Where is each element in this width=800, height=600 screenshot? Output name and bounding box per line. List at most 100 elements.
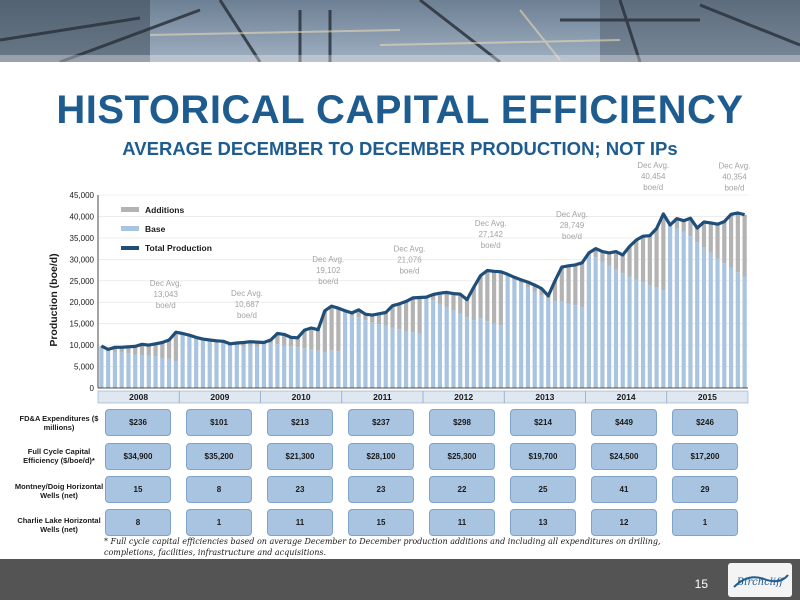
legend-label-base: Base xyxy=(145,224,166,234)
base-bar xyxy=(255,346,260,388)
page-number: 15 xyxy=(694,577,708,591)
base-bar xyxy=(410,332,415,388)
production-bars xyxy=(99,213,747,388)
dec-avg-annotation-line: Dec Avg. xyxy=(312,255,344,264)
base-bar xyxy=(234,345,239,388)
base-bar xyxy=(559,301,564,388)
dec-avg-annotation-line: Dec Avg. xyxy=(150,279,182,288)
additions-bar xyxy=(295,337,300,348)
cell-efficiency-2012: $25,300 xyxy=(429,443,495,470)
cell-charlie-lake-2012: 11 xyxy=(429,509,495,536)
dec-avg-annotation-line: Dec Avg. xyxy=(637,161,669,170)
base-bar xyxy=(742,276,747,388)
dec-avg-annotation-line: Dec Avg. xyxy=(231,289,263,298)
base-bar xyxy=(248,345,253,388)
additions-bar xyxy=(654,228,659,288)
base-bar xyxy=(580,306,585,388)
base-bar xyxy=(119,352,124,388)
additions-bar xyxy=(160,342,165,358)
additions-bar xyxy=(315,329,321,351)
base-bar xyxy=(417,333,422,388)
cell-charlie-lake-2014: 12 xyxy=(591,509,657,536)
additions-bar xyxy=(410,297,415,333)
additions-bar xyxy=(133,346,138,355)
legend-label-total: Total Production xyxy=(145,243,212,253)
additions-bar xyxy=(728,214,734,268)
base-bar xyxy=(133,354,138,388)
base-bar xyxy=(552,300,558,388)
slide-title: HISTORICAL CAPITAL EFFICIENCY xyxy=(56,88,744,132)
additions-bar xyxy=(607,252,612,266)
base-bar xyxy=(512,279,517,388)
base-bar xyxy=(681,231,686,388)
additions-bar xyxy=(478,275,483,319)
additions-bar xyxy=(600,251,605,262)
additions-bar xyxy=(580,262,585,307)
chart-legend: Additions Base Total Production xyxy=(121,205,212,253)
base-bar xyxy=(532,291,537,388)
dec-avg-annotation-line: 13,043 xyxy=(153,290,178,299)
base-bar xyxy=(106,350,111,388)
base-bar xyxy=(403,330,409,388)
total-production-line-layer xyxy=(100,211,745,351)
refinery-photo xyxy=(0,0,800,62)
base-bar xyxy=(227,345,233,388)
additions-bar xyxy=(309,327,314,350)
y-tick-label: 45,000 xyxy=(70,191,95,200)
additions-bar xyxy=(688,218,693,237)
y-tick-labels: 0 5,000 10,000 15,000 20,000 25,000 30,000 35,0… xyxy=(70,191,95,393)
additions-bar xyxy=(593,248,598,258)
base-bar xyxy=(525,287,531,388)
year-label: 2010 xyxy=(292,392,311,402)
base-bar xyxy=(146,355,151,388)
dec-avg-annotation-line: boe/d xyxy=(724,184,744,193)
additions-bar xyxy=(485,270,490,322)
cell-fda-2011: $237 xyxy=(348,409,414,436)
additions-bar xyxy=(566,265,571,304)
y-tick-label: 0 xyxy=(90,384,95,393)
dec-avg-annotation-line: boe/d xyxy=(643,183,663,192)
y-tick-label: 5,000 xyxy=(74,363,95,372)
total-production-line xyxy=(100,211,745,351)
cell-montney-2012: 22 xyxy=(429,476,495,503)
additions-bar xyxy=(302,330,307,349)
base-bar xyxy=(187,336,192,388)
additions-bar xyxy=(620,255,625,274)
base-bar xyxy=(397,329,402,388)
row-label-charlie-lake-wells: Charlie Lake Horizontal Wells (net) xyxy=(17,516,101,534)
base-bar xyxy=(302,348,307,388)
base-bar xyxy=(370,322,375,388)
additions-bar xyxy=(255,342,260,347)
base-bar xyxy=(519,283,524,388)
base-bar xyxy=(647,285,652,388)
base-bar xyxy=(695,242,700,388)
additions-bar xyxy=(661,213,666,291)
dec-avg-annotation-line: boe/d xyxy=(481,241,501,250)
year-label: 2013 xyxy=(535,392,554,402)
year-label: 2014 xyxy=(617,392,636,402)
base-bar xyxy=(99,345,104,388)
base-bar xyxy=(363,320,368,388)
additions-bar xyxy=(539,288,544,296)
additions-bar xyxy=(153,343,158,357)
base-bar xyxy=(126,353,131,388)
dec-avg-annotation-line: Dec Avg. xyxy=(394,245,426,254)
additions-bar xyxy=(275,333,280,345)
cell-charlie-lake-2015: 1 xyxy=(672,509,738,536)
base-bar xyxy=(166,358,172,388)
base-bar xyxy=(349,315,355,388)
cell-fda-2014: $449 xyxy=(591,409,657,436)
additions-bar xyxy=(458,294,463,314)
cell-fda-2013: $214 xyxy=(510,409,576,436)
cell-montney-2009: 8 xyxy=(186,476,252,503)
base-bar xyxy=(728,267,734,388)
base-bar xyxy=(498,324,503,388)
legend-swatch-base xyxy=(121,226,139,231)
additions-bar xyxy=(437,293,443,304)
y-tick-label: 35,000 xyxy=(70,234,95,243)
base-bar xyxy=(295,347,300,388)
base-bar xyxy=(701,247,707,388)
header-banner-image xyxy=(0,0,800,62)
cell-fda-2012: $298 xyxy=(429,409,495,436)
additions-bar xyxy=(370,315,375,323)
